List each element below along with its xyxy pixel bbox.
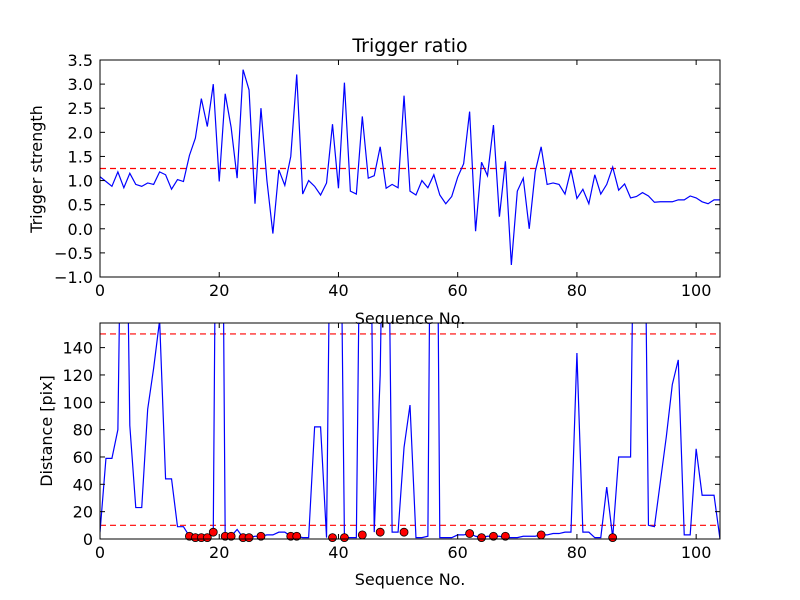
marker-point	[256, 531, 266, 541]
y-tick-label: 3.0	[68, 75, 93, 94]
y-tick-label: 100	[62, 393, 93, 412]
y-axis-label: Distance [pix]	[37, 375, 56, 487]
x-axis-label: Sequence No.	[355, 570, 466, 589]
x-tick-label: 80	[567, 543, 587, 562]
x-tick-label: 20	[209, 543, 229, 562]
y-tick-label: 2.5	[68, 99, 93, 118]
x-tick-label: 20	[209, 281, 229, 300]
chart-title: Trigger ratio	[351, 35, 467, 57]
y-tick-label: 3.5	[68, 51, 93, 70]
y-tick-label: 0.5	[68, 196, 93, 215]
y-tick-label: 0	[83, 530, 93, 549]
y-tick-label: −1.0	[54, 268, 93, 287]
x-axis-ticks: 0 20 40 60 80 100	[95, 60, 712, 300]
y-axis-label: Trigger strength	[27, 105, 46, 234]
marker-point	[399, 527, 409, 537]
marker-point	[226, 531, 236, 541]
y-tick-label: 60	[73, 448, 93, 467]
marker-point	[500, 531, 510, 541]
marker-point	[375, 527, 385, 537]
x-tick-label: 40	[328, 543, 348, 562]
marker-point	[465, 529, 475, 538]
marker-point	[202, 533, 212, 543]
marker-layer	[185, 527, 618, 543]
marker-point	[489, 531, 498, 541]
series-line	[100, 69, 720, 265]
plot-frame	[99, 322, 721, 540]
marker-point	[208, 527, 218, 537]
marker-point	[536, 530, 546, 540]
x-tick-label: 60	[448, 281, 468, 300]
plot-frame	[99, 59, 721, 278]
marker-point	[292, 531, 302, 541]
y-tick-label: 20	[73, 503, 93, 522]
y-tick-label: 40	[73, 475, 93, 494]
y-tick-label: 80	[73, 421, 93, 440]
x-tick-label: 100	[681, 281, 712, 300]
x-tick-label: 80	[567, 281, 587, 300]
y-tick-label: 120	[62, 366, 93, 385]
x-tick-label: 100	[681, 543, 712, 562]
threshold-lines	[100, 333, 720, 526]
y-tick-label: 0.0	[68, 220, 93, 239]
marker-point	[608, 533, 618, 543]
x-axis-ticks: 0 20 40 60 80 100	[95, 323, 712, 562]
x-axis-label: Sequence No.	[355, 309, 466, 328]
x-tick-label: 0	[95, 281, 105, 300]
x-tick-label: 60	[448, 543, 468, 562]
y-axis-ticks: −1.0 −0.5 0.0 0.5 1.0 1.5 2.0 2.5 3.0 3.5	[54, 51, 720, 287]
marker-point	[357, 530, 367, 540]
y-tick-label: 1.5	[68, 147, 93, 166]
marker-point	[340, 533, 349, 543]
x-tick-label: 0	[95, 543, 105, 562]
series-layer	[100, 69, 720, 265]
marker-point	[477, 533, 486, 543]
y-tick-label: −0.5	[54, 244, 93, 263]
y-tick-label: 2.0	[68, 123, 93, 142]
x-tick-label: 40	[328, 281, 348, 300]
y-tick-label: 140	[62, 339, 93, 358]
trigger-ratio-chart: Trigger ratio 0 20 40 60 80 100 −1.0 −0.5 0.0 0.…	[27, 35, 721, 328]
distance-chart: 0 20 40 60 80 100 0 20 40 60 80 100 120 140 Sequence…	[37, 322, 721, 589]
marker-point	[328, 533, 337, 543]
marker-point	[244, 533, 254, 543]
y-tick-label: 1.0	[68, 172, 93, 191]
y-axis-ticks: 0 20 40 60 80 100 120 140	[62, 339, 720, 549]
